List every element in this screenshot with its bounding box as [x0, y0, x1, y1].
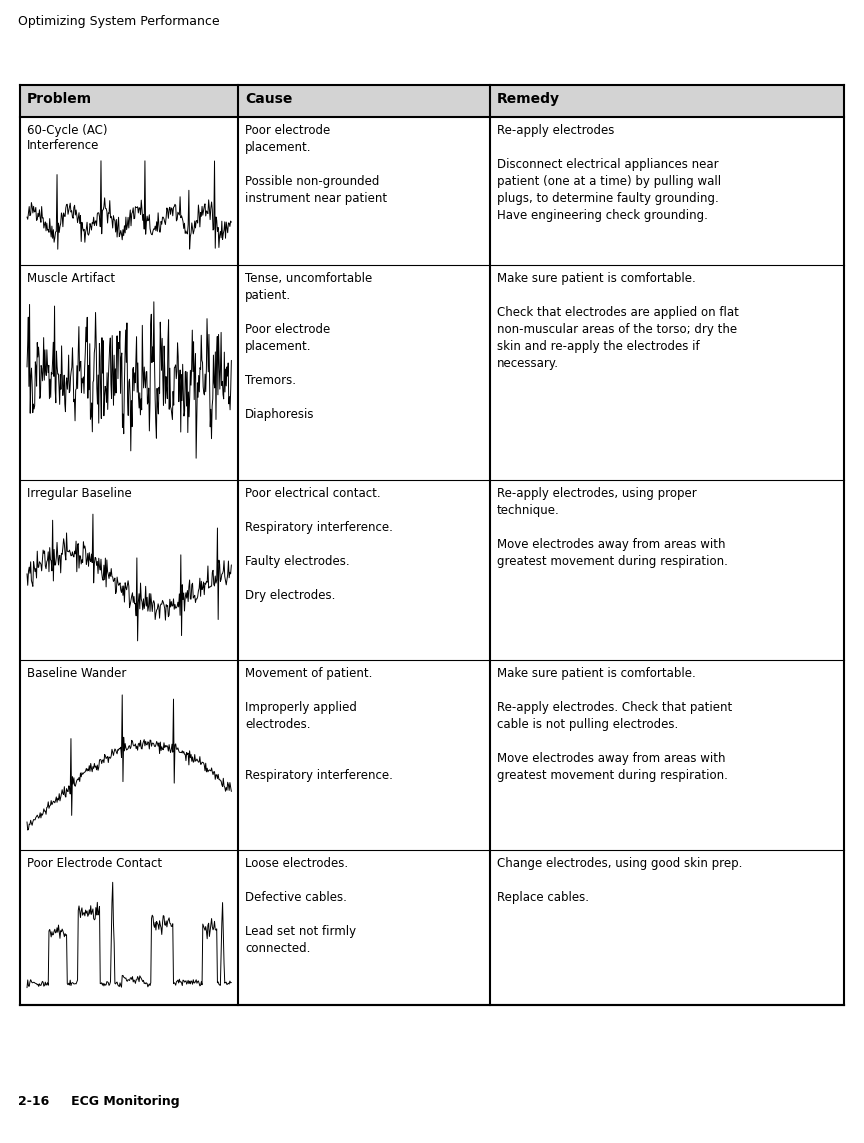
Text: Re-apply electrodes

Disconnect electrical appliances near
patient (one at a tim: Re-apply electrodes Disconnect electrica… — [497, 123, 721, 222]
Text: Movement of patient.

Improperly applied
electrodes.


Respiratory interference.: Movement of patient. Improperly applied … — [245, 668, 393, 782]
Text: Make sure patient is comfortable.

Re-apply electrodes. Check that patient
cable: Make sure patient is comfortable. Re-app… — [497, 668, 732, 782]
Text: Poor electrical contact.

Respiratory interference.

Faulty electrodes.

Dry ele: Poor electrical contact. Respiratory int… — [245, 487, 393, 602]
Text: Loose electrodes.

Defective cables.

Lead set not firmly
connected.: Loose electrodes. Defective cables. Lead… — [245, 857, 357, 956]
Text: Muscle Artifact: Muscle Artifact — [27, 272, 115, 285]
Text: Irregular Baseline: Irregular Baseline — [27, 487, 131, 499]
Text: Problem: Problem — [27, 91, 92, 106]
Text: Optimizing System Performance: Optimizing System Performance — [18, 15, 219, 27]
Bar — [20, 85, 844, 117]
Text: Baseline Wander: Baseline Wander — [27, 668, 126, 680]
Text: Tense, uncomfortable
patient.

Poor electrode
placement.

Tremors.

Diaphoresis: Tense, uncomfortable patient. Poor elect… — [245, 272, 372, 421]
Text: Poor Electrode Contact: Poor Electrode Contact — [27, 857, 162, 870]
Text: 2-16     ECG Monitoring: 2-16 ECG Monitoring — [18, 1095, 180, 1108]
Text: Poor electrode
placement.

Possible non-grounded
instrument near patient: Poor electrode placement. Possible non-g… — [245, 123, 387, 205]
Text: Make sure patient is comfortable.

Check that electrodes are applied on flat
non: Make sure patient is comfortable. Check … — [497, 272, 739, 370]
Text: 60-Cycle (AC)
Interference: 60-Cycle (AC) Interference — [27, 123, 107, 152]
Text: Change electrodes, using good skin prep.

Replace cables.: Change electrodes, using good skin prep.… — [497, 857, 742, 904]
Text: Re-apply electrodes, using proper
technique.

Move electrodes away from areas wi: Re-apply electrodes, using proper techni… — [497, 487, 727, 568]
Text: Cause: Cause — [245, 91, 293, 106]
Text: Remedy: Remedy — [497, 91, 560, 106]
